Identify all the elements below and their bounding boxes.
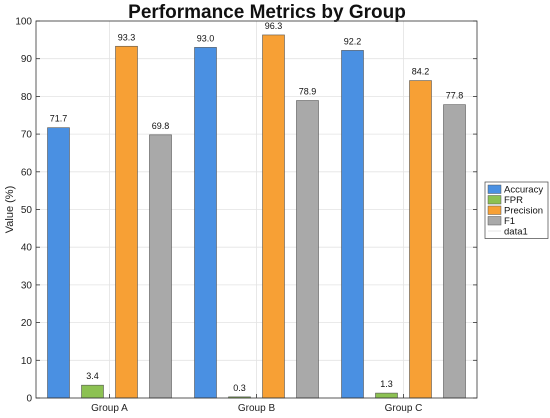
data-label: 69.8: [152, 121, 170, 131]
bar-f1-2: [443, 104, 466, 399]
data-label: 96.3: [265, 21, 283, 31]
data-label: 93.3: [118, 32, 136, 42]
legend-swatch-accuracy: [487, 184, 502, 194]
bar-fpr-2: [375, 392, 398, 399]
legend-swatch-f1: [487, 216, 502, 226]
data-label: 71.7: [50, 114, 68, 124]
y-tick-label: 70: [21, 130, 33, 141]
y-tick-label: 10: [21, 356, 33, 367]
bar-accuracy-2: [341, 50, 364, 399]
bar-fpr-0: [81, 384, 104, 399]
legend-label: Accuracy: [504, 185, 543, 196]
y-tick-label: 0: [26, 394, 32, 405]
legend-swatch-precision: [487, 205, 502, 215]
y-tick-label: 80: [21, 92, 33, 103]
y-tick-label: 40: [21, 243, 33, 254]
data-label: 1.3: [380, 379, 393, 389]
bar-precision-2: [409, 80, 432, 399]
x-tick-label: Group A: [91, 403, 128, 414]
bar-f1-1: [296, 100, 319, 399]
data-label: 93.0: [197, 33, 215, 43]
x-tick-label: Group C: [385, 403, 423, 414]
bar-accuracy-1: [194, 47, 217, 399]
axes: 0 10 20 30 40 50 60 70 80 90 100 Group A Group B Grou…: [15, 17, 478, 414]
x-tick-label: Group B: [238, 403, 276, 414]
data-label: 77.8: [446, 91, 464, 101]
data-label: 78.9: [299, 87, 317, 97]
bar-accuracy-0: [47, 127, 70, 399]
legend-label: F1: [504, 216, 515, 227]
y-tick-label: 30: [21, 280, 33, 291]
legend-label: FPR: [504, 195, 523, 206]
data-label: 92.2: [344, 36, 362, 46]
y-tick-label: 50: [21, 205, 33, 216]
data-label: 3.4: [86, 371, 99, 381]
legend-label: Precision: [504, 206, 543, 217]
y-tick-label: 100: [15, 17, 32, 28]
legend-label: data1: [504, 227, 528, 238]
y-tick-label: 90: [21, 54, 33, 65]
data-label: 84.2: [412, 67, 430, 77]
data-label: 0.3: [233, 383, 246, 393]
legend-swatch-fpr: [487, 195, 502, 205]
y-axis-label: Value (%): [4, 186, 16, 233]
y-tick-label: 60: [21, 167, 33, 178]
bar-precision-0: [115, 45, 138, 399]
y-tick-label: 20: [21, 318, 33, 329]
chart-title: Performance Metrics by Group: [128, 2, 406, 23]
bars: 71.7 93.0 92.2 3.4 0.3 1.3 93.3 96.3 84.2 69.8 78.…: [47, 21, 466, 399]
bar-precision-1: [262, 34, 285, 399]
bar-f1-0: [149, 134, 172, 399]
